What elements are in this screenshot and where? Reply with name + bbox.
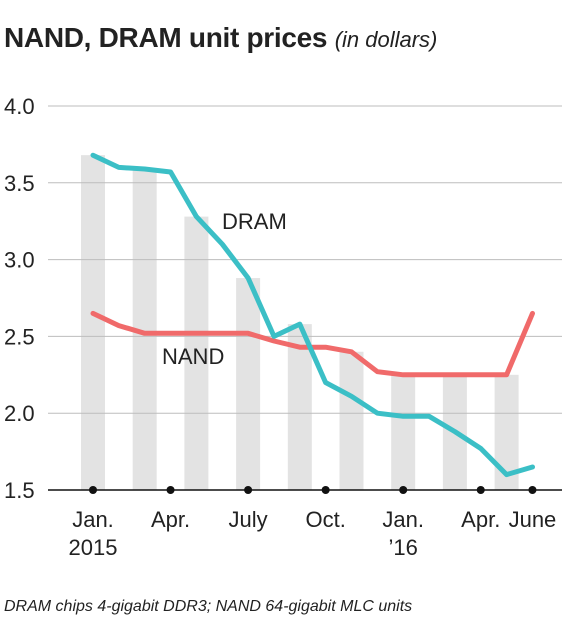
x-tick-label: Jan.: [72, 507, 114, 532]
x-tick-label: ’16: [389, 535, 418, 560]
dram-line: [90, 152, 535, 478]
background-bar: [81, 155, 105, 491]
background-bar: [391, 374, 416, 490]
x-tick-dot: [528, 486, 537, 494]
nand-series-label: NAND: [162, 344, 224, 369]
x-tick-label: Jan.: [382, 507, 424, 532]
x-tick-label: Apr.: [461, 507, 500, 532]
footnote: DRAM chips 4-gigabit DDR3; NAND 64-gigab…: [4, 598, 413, 615]
chart-subtitle: (in dollars): [334, 27, 438, 52]
x-axis-labels: Jan. 2015 Apr. July Oct. Jan. ’16 Apr. June: [69, 507, 557, 560]
chart-title: NAND, DRAM unit prices (in dollars): [4, 22, 437, 54]
background-bars: [81, 155, 519, 491]
nand-line: [90, 310, 535, 378]
x-tick-dot: [166, 486, 175, 494]
series-lines: [90, 152, 535, 478]
x-tick-label: Oct.: [305, 507, 345, 532]
background-bar: [184, 216, 209, 491]
y-tick-label: 2.5: [4, 324, 35, 349]
x-tick-dot: [476, 486, 485, 494]
dram-series-label: DRAM: [222, 209, 287, 234]
background-bar: [339, 351, 364, 490]
y-tick-label: 2.0: [4, 401, 35, 426]
y-tick-label: 1.5: [4, 478, 35, 503]
x-tick-label: Apr.: [151, 507, 190, 532]
x-tick-label: June: [509, 507, 557, 532]
x-tick-dot: [89, 486, 97, 494]
x-tick-label: 2015: [69, 535, 118, 560]
background-bar: [494, 374, 519, 490]
series-labels: DRAM NAND: [162, 209, 287, 369]
x-tick-dot: [244, 486, 253, 494]
x-axis: [48, 486, 562, 494]
y-axis-labels: 4.0 3.5 3.0 2.5 2.0 1.5: [4, 94, 35, 503]
gridlines: [48, 105, 562, 414]
background-bar: [287, 324, 312, 490]
y-tick-label: 3.5: [4, 171, 35, 196]
background-bar: [236, 278, 261, 490]
chart-title-text: NAND, DRAM unit prices: [4, 22, 328, 53]
y-tick-label: 3.0: [4, 248, 35, 273]
y-tick-label: 4.0: [4, 94, 35, 119]
x-tick-label: July: [229, 507, 268, 532]
x-tick-dot: [321, 486, 330, 494]
x-tick-dot: [399, 486, 408, 494]
